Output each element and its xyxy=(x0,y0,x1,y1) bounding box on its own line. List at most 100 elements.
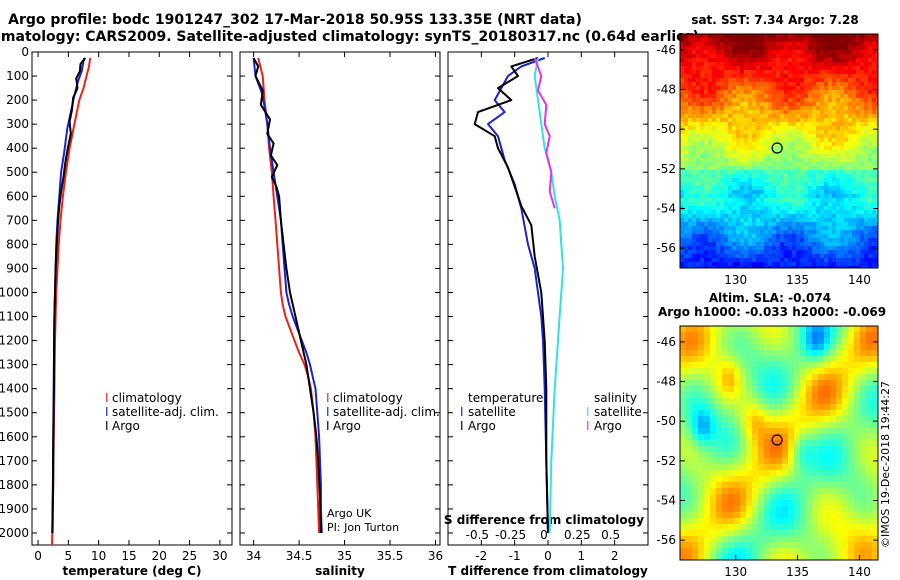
y-tick-label: 900 xyxy=(6,261,29,275)
x-tick-label: 35.5 xyxy=(377,549,404,563)
y-tick-label: 100 xyxy=(6,69,29,83)
x-tick-label: 34.5 xyxy=(286,549,313,563)
x-tick-label: 140 xyxy=(848,273,871,287)
difference-profile: -2 -1 0 1 2T difference from climatology S di… xyxy=(444,51,649,578)
x-tick-label: 2 xyxy=(611,549,619,563)
y-tick-label: 1100 xyxy=(0,310,29,324)
series-line-argo xyxy=(252,57,322,534)
map-frame xyxy=(679,33,879,269)
sst-map: 130 135 140 -46 -48 -50 -52 -54 -56 xyxy=(656,33,879,287)
y-tick-label: -50 xyxy=(656,122,676,136)
x-tick-label: 0 xyxy=(544,549,552,563)
x-axis-label: temperature (deg C) xyxy=(63,564,202,578)
secondary-x-tick-label: 0.5 xyxy=(601,528,620,542)
y-tick-label: 1700 xyxy=(0,454,29,468)
annotation-program: Argo UK xyxy=(327,507,372,520)
title-line1: Argo profile: bodc 1901247_302 17-Mar-20… xyxy=(8,12,582,28)
annotation-pi: PI: Jon Turton xyxy=(327,521,399,534)
series-line-argo xyxy=(51,57,87,534)
legend-sal-satellite-mark: I xyxy=(586,405,590,419)
heatmap-cells xyxy=(680,34,879,269)
secondary-x-axis-label: S difference from climatology xyxy=(444,513,644,527)
legend-argo-label: Argo xyxy=(333,419,361,433)
y-tick-label: 700 xyxy=(6,213,29,227)
legend-temp-satellite-mark: I xyxy=(460,405,464,419)
legend-sal-argo-mark: I xyxy=(586,419,590,433)
sla-map-subtitle: Argo h1000: -0.033 h2000: -0.069 xyxy=(658,305,886,319)
legend-sal-argo-label: Argo xyxy=(594,419,622,433)
y-tick-label: -54 xyxy=(656,202,676,216)
y-tick-label: -48 xyxy=(656,83,676,97)
y-tick-label: -46 xyxy=(656,43,676,57)
legend-satellite-mark: I xyxy=(326,405,330,419)
y-tick-label: 2000 xyxy=(0,526,29,540)
y-tick-label: -56 xyxy=(656,533,676,547)
y-tick-label: -50 xyxy=(656,414,676,428)
map-frame xyxy=(679,325,879,561)
series-line-satellite xyxy=(252,57,323,534)
x-axis-label: salinity xyxy=(315,564,365,578)
map-panels: 130 135 140 -46 -48 -50 -52 -54 -56 130 135 140 -46 -… xyxy=(656,33,879,579)
y-tick-label: 0 xyxy=(21,45,29,59)
plot-frame xyxy=(31,51,233,546)
y-tick-label: 1400 xyxy=(0,382,29,396)
heatmap-cells xyxy=(680,326,879,561)
y-tick-label: -52 xyxy=(656,454,676,468)
legend-climatology-label: climatology xyxy=(333,391,403,405)
secondary-x-tick-label: -0.25 xyxy=(495,528,526,542)
y-tick-label: 800 xyxy=(6,237,29,251)
secondary-x-tick-label: 0.25 xyxy=(564,528,591,542)
argo-location-marker xyxy=(771,142,783,154)
x-tick-label: -2 xyxy=(475,549,487,563)
salinity-legend: I climatology I satellite-adj. clim. I A… xyxy=(326,391,440,433)
temperature-legend: I climatology I satellite-adj. clim. I A… xyxy=(105,391,219,433)
legend-temp-satellite-label: satellite xyxy=(468,405,516,419)
x-tick-label: 5 xyxy=(65,549,73,563)
sla-map: 130 135 140 -46 -48 -50 -52 -54 -56 xyxy=(656,325,879,579)
y-tick-label: -54 xyxy=(656,494,676,508)
x-tick-label: 10 xyxy=(91,549,106,563)
x-tick-label: 0 xyxy=(34,549,42,563)
y-tick-label: -56 xyxy=(656,241,676,255)
x-tick-label: 34 xyxy=(246,549,261,563)
y-tick-label: 500 xyxy=(6,165,29,179)
x-tick-label: 35 xyxy=(337,549,352,563)
y-tick-label: 1600 xyxy=(0,430,29,444)
sst-map-title: sat. SST: 7.34 Argo: 7.28 xyxy=(691,13,858,27)
series-line-argo xyxy=(473,57,549,534)
x-axis-label: T difference from climatology xyxy=(448,564,648,578)
y-tick-label: 1500 xyxy=(0,406,29,420)
legend-satellite-mark: I xyxy=(105,405,109,419)
series-line-sal_satellite xyxy=(533,57,564,534)
y-tick-label: -46 xyxy=(656,335,676,349)
y-tick-label: 1900 xyxy=(0,502,29,516)
series-line-sal_argo xyxy=(533,57,556,209)
x-tick-label: 25 xyxy=(182,549,197,563)
legend-sal-satellite-label: satellite xyxy=(594,405,642,419)
secondary-x-tick-label: 0 xyxy=(540,528,548,542)
legend-climatology-mark: I xyxy=(105,391,109,405)
legend-argo-mark: I xyxy=(105,419,109,433)
plot-frame xyxy=(239,51,441,546)
x-tick-label: 130 xyxy=(724,273,747,287)
secondary-x-tick-label: -0.5 xyxy=(466,528,489,542)
series-line-satellite xyxy=(487,57,549,534)
y-tick-label: 1300 xyxy=(0,358,29,372)
x-tick-label: 30 xyxy=(212,549,227,563)
x-tick-label: 140 xyxy=(848,565,871,579)
credit: ©IMOS 19-Dec-2018 19:44:27 xyxy=(879,381,892,548)
legend-sal-header: salinity xyxy=(594,391,637,405)
salinity-profile: 34 34.5 35 35.5 36 salinity xyxy=(239,51,443,578)
legend-satellite-label: satellite-adj. clim. xyxy=(112,405,219,419)
argo-location-marker xyxy=(771,434,783,446)
salinity-annotation: Argo UK PI: Jon Turton xyxy=(327,507,399,534)
sla-map-title: Altim. SLA: -0.074 xyxy=(709,291,831,305)
y-tick-label: 1200 xyxy=(0,334,29,348)
difference-legend: temperature I satellite I Argo salinity … xyxy=(460,391,642,433)
x-tick-label: -1 xyxy=(509,549,521,563)
x-tick-label: 135 xyxy=(786,565,809,579)
title-line2: Climatology: CARS2009. Satellite-adjuste… xyxy=(0,29,699,45)
y-tick-label: 200 xyxy=(6,93,29,107)
y-tick-label: 600 xyxy=(6,189,29,203)
